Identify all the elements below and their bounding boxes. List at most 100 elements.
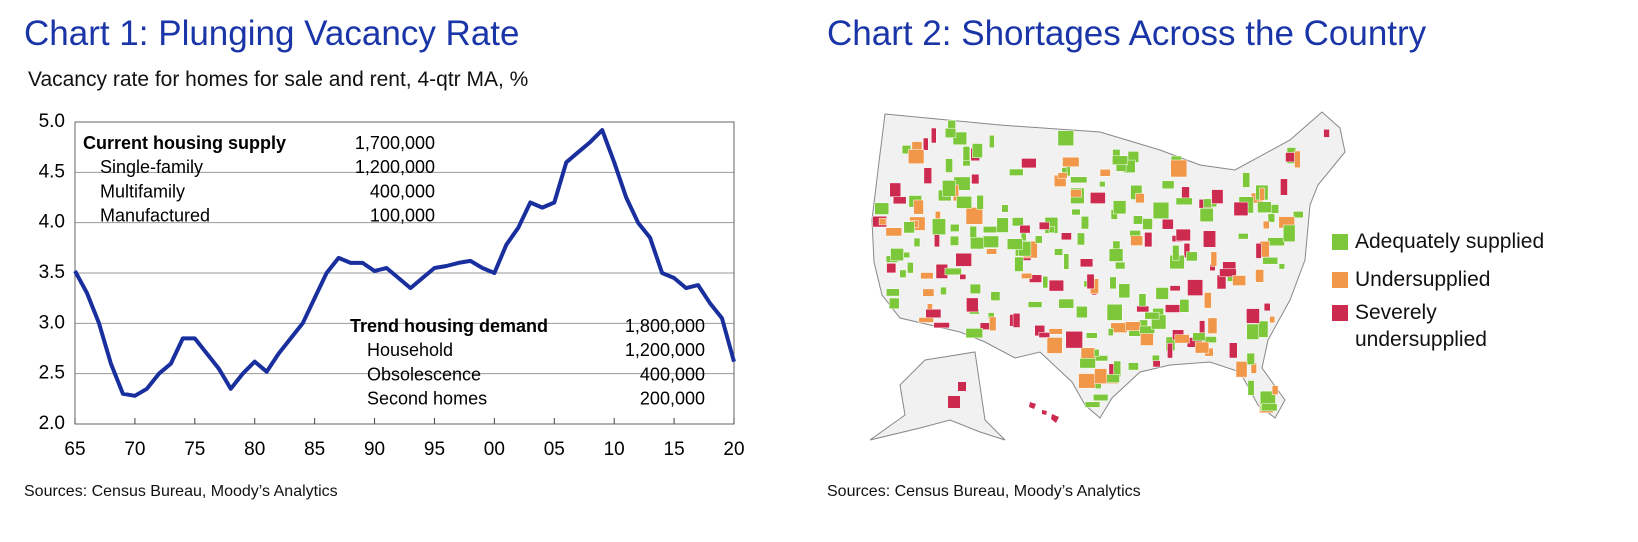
region bbox=[1294, 150, 1301, 169]
region bbox=[986, 248, 997, 255]
region bbox=[1269, 316, 1276, 324]
region bbox=[1222, 261, 1237, 270]
region bbox=[892, 196, 907, 205]
source: Sources: Census Bureau, Moody’s Analytic… bbox=[827, 483, 1141, 500]
annotation-label: Single-family bbox=[100, 157, 203, 177]
region bbox=[1106, 303, 1123, 321]
region bbox=[886, 288, 900, 297]
chart-title: Chart 2: Shortages Across the Country bbox=[827, 14, 1427, 53]
region bbox=[1199, 320, 1206, 335]
region bbox=[1259, 187, 1265, 201]
region bbox=[1139, 325, 1155, 334]
legend-swatch bbox=[1332, 305, 1348, 321]
region bbox=[1057, 172, 1068, 179]
region bbox=[950, 235, 959, 246]
region bbox=[1255, 269, 1264, 283]
region bbox=[1261, 403, 1278, 412]
region bbox=[1063, 253, 1070, 270]
x-tick-label: 15 bbox=[664, 439, 685, 460]
region bbox=[885, 227, 903, 237]
region bbox=[1125, 321, 1141, 331]
region bbox=[1130, 235, 1143, 246]
annotation-label: Obsolescence bbox=[367, 364, 481, 384]
region bbox=[888, 297, 900, 310]
region bbox=[948, 396, 960, 408]
region bbox=[1278, 263, 1285, 270]
chart-title: Chart 1: Plunging Vacancy Rate bbox=[24, 14, 520, 53]
region bbox=[1135, 193, 1145, 204]
region bbox=[1076, 306, 1088, 319]
region bbox=[990, 291, 1001, 301]
y-tick-label: 2.5 bbox=[39, 363, 65, 384]
region bbox=[913, 199, 924, 215]
region bbox=[908, 149, 925, 164]
region bbox=[1247, 380, 1255, 396]
region bbox=[1099, 181, 1106, 188]
region bbox=[940, 286, 947, 295]
region bbox=[1128, 362, 1139, 371]
region bbox=[1323, 129, 1330, 138]
region bbox=[989, 135, 995, 148]
region bbox=[1062, 156, 1080, 168]
region bbox=[1246, 308, 1260, 324]
region bbox=[1084, 401, 1101, 408]
x-tick-label: 70 bbox=[124, 439, 145, 460]
region bbox=[965, 207, 984, 225]
region bbox=[890, 248, 904, 262]
region bbox=[996, 217, 1009, 233]
region bbox=[1152, 360, 1161, 368]
region bbox=[959, 273, 967, 280]
region bbox=[1099, 169, 1111, 177]
region bbox=[1257, 201, 1272, 213]
region bbox=[1038, 332, 1051, 338]
region bbox=[1058, 298, 1075, 309]
region bbox=[1070, 189, 1082, 198]
y-tick-label: 2.0 bbox=[39, 413, 65, 434]
region bbox=[1167, 342, 1173, 359]
region bbox=[1165, 304, 1181, 313]
region bbox=[952, 131, 967, 146]
region bbox=[1207, 317, 1218, 334]
region bbox=[1169, 285, 1181, 292]
region bbox=[1155, 287, 1169, 300]
region bbox=[1170, 159, 1188, 178]
region bbox=[982, 235, 999, 248]
region bbox=[950, 223, 960, 232]
region bbox=[944, 127, 957, 138]
region bbox=[1233, 201, 1249, 216]
map bbox=[869, 111, 1346, 441]
x-tick-label: 10 bbox=[604, 439, 625, 460]
region bbox=[1046, 337, 1063, 354]
region bbox=[1232, 275, 1246, 286]
region bbox=[1038, 221, 1050, 230]
region bbox=[922, 137, 929, 151]
region bbox=[918, 317, 934, 323]
region bbox=[956, 196, 972, 209]
annotation-label: Multifamily bbox=[100, 181, 185, 201]
y-tick-label: 3.5 bbox=[39, 262, 65, 283]
annotation-value: 400,000 bbox=[640, 364, 705, 384]
region bbox=[1235, 361, 1248, 378]
region bbox=[1048, 279, 1064, 292]
region bbox=[989, 316, 997, 331]
region bbox=[1115, 261, 1126, 270]
region bbox=[1021, 158, 1037, 169]
region bbox=[1246, 352, 1255, 365]
annotation-value: 200,000 bbox=[640, 389, 705, 409]
x-tick-label: 65 bbox=[64, 439, 85, 460]
region bbox=[1001, 204, 1009, 213]
region bbox=[1133, 215, 1143, 225]
region bbox=[945, 158, 953, 173]
region bbox=[944, 267, 962, 276]
region bbox=[1267, 237, 1285, 247]
region bbox=[1136, 305, 1150, 313]
region bbox=[1057, 130, 1074, 146]
region bbox=[1194, 341, 1210, 354]
region bbox=[1112, 155, 1129, 165]
region bbox=[1014, 256, 1024, 272]
region bbox=[1174, 334, 1190, 344]
region bbox=[1216, 274, 1227, 290]
x-tick-label: 95 bbox=[424, 439, 445, 460]
region bbox=[1255, 243, 1262, 259]
region bbox=[970, 237, 985, 250]
